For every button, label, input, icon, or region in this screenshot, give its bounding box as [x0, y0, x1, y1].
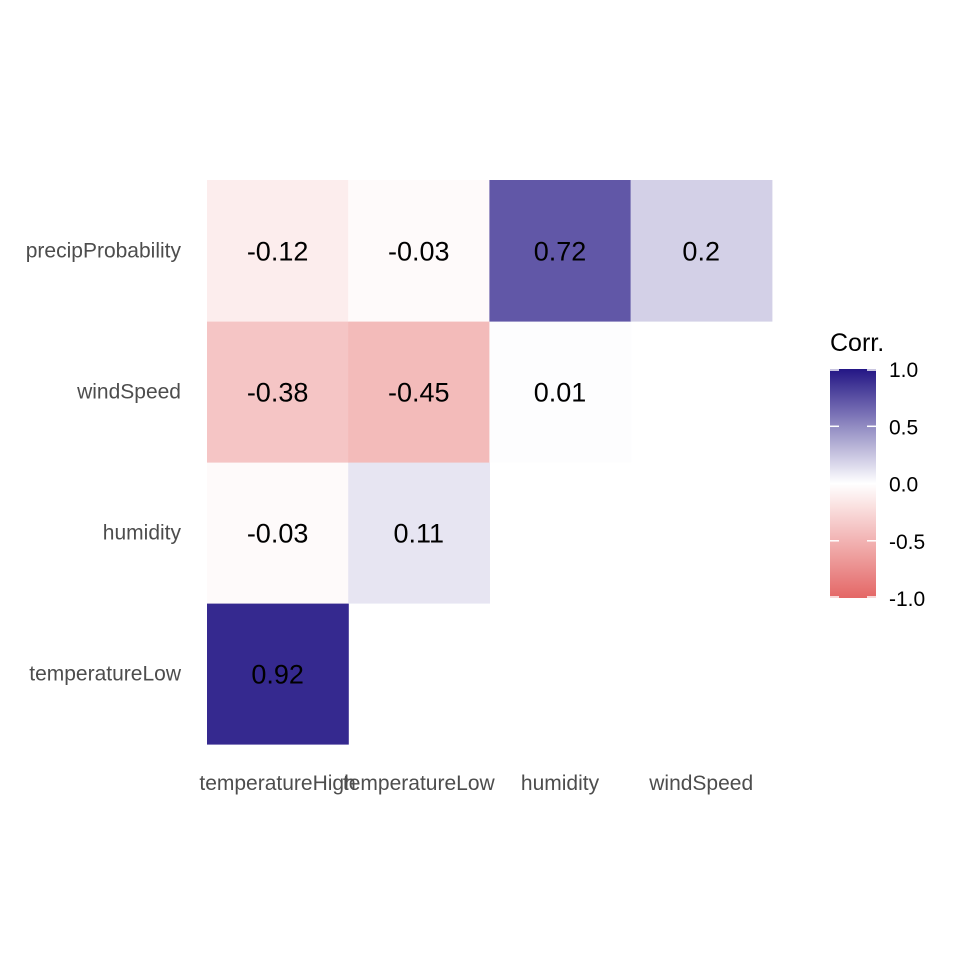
heatmap-cell-temperatureHigh-windSpeed	[207, 321, 349, 463]
heatmap-cell-humidity-windSpeed	[489, 321, 632, 463]
y-tick-label: humidity	[103, 522, 182, 545]
y-axis-tick-labels: temperatureLow humidity windSpeed precipPro…	[26, 240, 182, 686]
heatmap-cell-temperatureLow-windSpeed	[348, 321, 490, 463]
heatmap-cell-windSpeed-precipProbability	[630, 180, 773, 322]
cell-value-label: -0.03	[247, 519, 309, 549]
cell-value-label: 0.2	[682, 237, 720, 267]
y-tick-label: windSpeed	[76, 381, 181, 404]
heatmap-cell-temperatureLow-humidity	[348, 462, 490, 604]
legend-tick-label: -1.0	[889, 588, 925, 611]
legend-ticks: 1.0 0.5 0.0 -0.5 -1.0	[830, 359, 925, 611]
heatmap-cell-temperatureHigh-humidity	[207, 462, 349, 604]
y-tick-label: precipProbability	[26, 240, 182, 263]
heatmap-cells	[207, 180, 773, 745]
cell-value-label: 0.01	[534, 378, 587, 408]
legend-tick-label: 0.0	[889, 474, 918, 497]
heatmap-cell-temperatureHigh-precipProbability	[207, 180, 349, 322]
cell-value-label: 0.72	[534, 237, 587, 267]
color-legend: Corr. 1.0 0.5 0.0 -0.5 -1.0	[830, 329, 925, 611]
cell-value-label: -0.12	[247, 237, 309, 267]
x-tick-label: windSpeed	[648, 772, 753, 795]
x-tick-label: temperatureHigh	[199, 772, 355, 795]
x-tick-label: temperatureLow	[343, 772, 496, 795]
legend-tick-label: 1.0	[889, 359, 918, 382]
heatmap-cell-temperatureHigh-temperatureLow	[207, 603, 349, 745]
cell-value-label: 0.11	[394, 519, 445, 549]
heatmap-cell-humidity-precipProbability	[489, 180, 632, 322]
y-tick-label: temperatureLow	[29, 663, 182, 686]
x-tick-label: humidity	[521, 772, 600, 795]
heatmap-cell-temperatureLow-precipProbability	[348, 180, 490, 322]
cell-value-label: -0.03	[388, 237, 450, 267]
cell-value-label: -0.38	[247, 378, 309, 408]
legend-tick-label: 0.5	[889, 416, 918, 439]
heatmap-cell-labels: 0.92 -0.03 0.11 -0.38 -0.45 0.01 -0.12 -0.03 0.7…	[247, 237, 720, 690]
cell-value-label: 0.92	[251, 660, 304, 690]
cell-value-label: -0.45	[388, 378, 450, 408]
legend-tick-label: -0.5	[889, 531, 925, 554]
legend-title: Corr.	[830, 329, 884, 357]
